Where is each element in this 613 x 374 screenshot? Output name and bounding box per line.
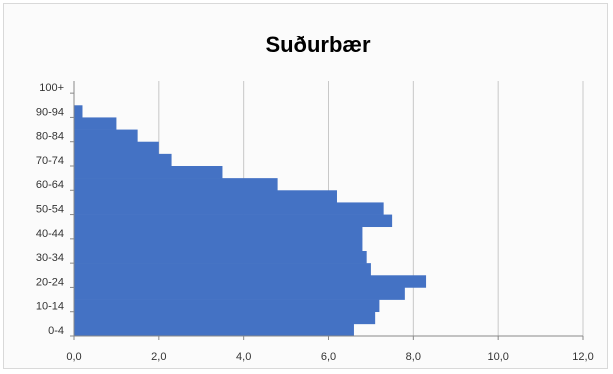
y-tick-label: 100+ xyxy=(39,82,64,94)
y-tick-label: 90-94 xyxy=(36,106,64,118)
bar-90-94 xyxy=(74,105,83,118)
x-tick-label: 10,0 xyxy=(487,351,508,363)
bar-50-54 xyxy=(74,202,384,215)
bar-80-84 xyxy=(74,129,138,143)
y-tick-label: 40-44 xyxy=(36,228,64,240)
bar-70-74 xyxy=(74,153,172,167)
y-tick-label: 10-14 xyxy=(36,301,64,313)
x-tick-label: 8,0 xyxy=(406,351,421,363)
x-tick-label: 12,0 xyxy=(572,351,593,363)
x-tick-label: 4,0 xyxy=(236,351,251,363)
x-tick-label: 0,0 xyxy=(66,351,81,363)
y-tick-label: 70-74 xyxy=(36,155,64,167)
y-axis-tick-labels: 0-4 10-14 20-24 30-34 40-44 50-54 60-64 70-74 80… xyxy=(36,82,74,337)
bar-5-9 xyxy=(74,311,376,325)
bar-10-14 xyxy=(74,299,380,313)
bar-20-24 xyxy=(74,275,427,288)
y-tick-label: 60-64 xyxy=(36,179,64,191)
bar-25-29 xyxy=(74,263,371,276)
bar-series xyxy=(74,105,427,337)
bar-60-64 xyxy=(74,178,278,191)
x-tick-label: 6,0 xyxy=(321,351,336,363)
bar-35-39 xyxy=(74,238,363,252)
bar-45-49 xyxy=(74,214,393,228)
x-tick-label: 2,0 xyxy=(151,351,166,363)
y-tick-label: 50-54 xyxy=(36,204,64,216)
y-tick-label: 80-84 xyxy=(36,131,64,143)
y-tick-label: 30-34 xyxy=(36,252,64,264)
bar-75-79 xyxy=(74,141,159,155)
y-tick-label: 0-4 xyxy=(48,325,64,337)
y-tick-label: 20-24 xyxy=(36,276,64,288)
bar-30-34 xyxy=(74,251,367,264)
bar-15-19 xyxy=(74,287,405,300)
bar-0-4 xyxy=(74,323,354,337)
bar-40-44 xyxy=(74,226,363,240)
bar-65-69 xyxy=(74,166,223,179)
x-axis-tick-labels: 0,0 2,0 4,0 6,0 8,0 10,0 12,0 xyxy=(66,336,594,363)
bar-85-89 xyxy=(74,117,117,130)
chart-title: Suðurbær xyxy=(265,32,371,57)
bar-55-59 xyxy=(74,190,337,203)
